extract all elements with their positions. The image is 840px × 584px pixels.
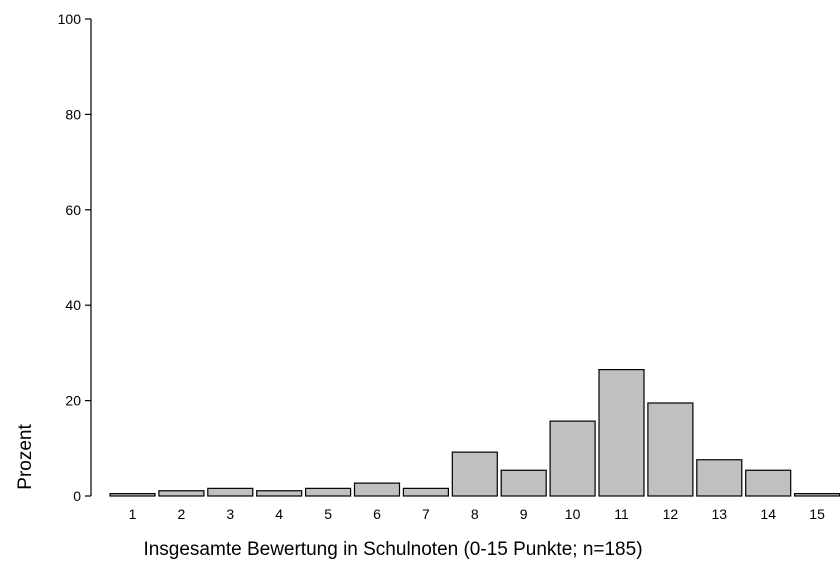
bar-10 [549, 420, 596, 497]
x-tick-label: 9 [520, 506, 528, 522]
bar-14 [745, 469, 792, 497]
bar-15 [793, 493, 840, 497]
bar-13 [696, 459, 743, 497]
x-tick-label: 12 [663, 506, 679, 522]
x-tick-label: 13 [712, 506, 728, 522]
bar-6 [353, 482, 401, 497]
x-axis-title: Insgesamte Bewertung in Schulnoten (0-15… [143, 539, 642, 560]
x-tick-label: 5 [324, 506, 332, 522]
bar-12 [647, 402, 694, 497]
y-axis-title: Prozent [15, 424, 36, 490]
bar-8 [451, 451, 498, 497]
y-tick-label: 60 [65, 202, 81, 218]
bar-3 [207, 487, 254, 497]
bar-4 [256, 490, 303, 497]
bar-11 [598, 368, 645, 497]
x-axis: 1 2 3 4 5 6 7 8 9 10 11 12 13 14 15 [129, 506, 825, 522]
bar-7 [402, 487, 449, 497]
x-tick-label: 6 [373, 506, 381, 522]
x-tick-label: 1 [129, 506, 137, 522]
x-tick-label: 7 [422, 506, 430, 522]
y-axis: 0 20 40 60 80 100 [58, 11, 92, 504]
y-tick-label: 0 [73, 488, 81, 504]
y-tick-label: 40 [65, 297, 81, 313]
x-tick-label: 14 [760, 506, 776, 522]
x-tick-label: 11 [614, 506, 629, 522]
x-tick-label: 10 [565, 506, 581, 522]
x-tick-label: 8 [471, 506, 479, 522]
bars [109, 368, 840, 497]
bar-1 [109, 493, 156, 497]
x-tick-label: 2 [178, 506, 186, 522]
bar-5 [305, 487, 352, 497]
x-tick-label: 3 [226, 506, 234, 522]
x-tick-label: 4 [275, 506, 283, 522]
y-tick-label: 80 [65, 106, 81, 122]
y-tick-label: 100 [58, 11, 82, 27]
bar-9 [500, 469, 547, 497]
bar-2 [158, 490, 205, 497]
x-tick-label: 15 [809, 506, 825, 522]
y-tick-label: 20 [65, 393, 81, 409]
